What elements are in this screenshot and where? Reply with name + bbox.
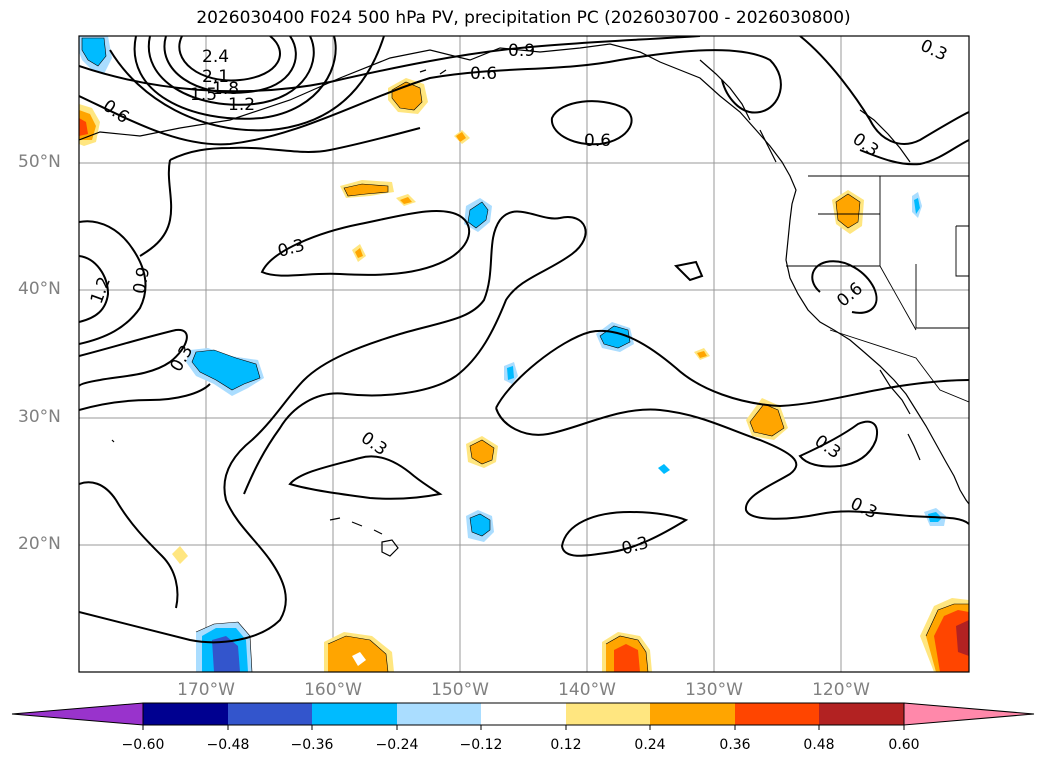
colorbar-segment <box>312 703 397 725</box>
contour-label: 0.3 <box>917 36 950 66</box>
grid-lines <box>79 36 969 672</box>
colorbar-tick-label: −0.12 <box>459 737 503 753</box>
lon-label-160w: 160°W <box>304 680 362 700</box>
contour-label: 0.6 <box>833 279 867 312</box>
colorbar-tick-label: 0.24 <box>634 737 666 753</box>
contour-label: 0.9 <box>508 41 535 61</box>
contour-label: 2.4 <box>202 47 229 67</box>
contour-label: 1.2 <box>87 274 115 306</box>
pv-contours <box>79 36 969 644</box>
lon-label-140w: 140°W <box>558 680 616 700</box>
lon-label-130w: 130°W <box>685 680 743 700</box>
plot-frame <box>78 35 970 673</box>
colorbar <box>11 702 1035 730</box>
negative-precip-blobs <box>79 36 946 672</box>
contour-label: 0.3 <box>276 235 307 261</box>
contour-label: 0.9 <box>130 265 154 295</box>
contour-label: 0.3 <box>357 428 391 460</box>
lat-label-30n: 30°N <box>18 407 61 427</box>
colorbar-tick-label: 0.36 <box>719 737 751 753</box>
colorbar-segment <box>735 703 819 725</box>
colorbar-segment <box>566 703 650 725</box>
colorbar-segment <box>650 703 735 725</box>
lon-label-120w: 120°W <box>812 680 870 700</box>
colorbar-segment <box>143 703 228 725</box>
colorbar-segment <box>481 703 566 725</box>
contour-label: 2.1 <box>202 67 229 87</box>
precip-shading <box>79 36 969 672</box>
colorbar-tick-label: −0.48 <box>206 737 250 753</box>
contour-label: 1.2 <box>228 95 255 115</box>
lat-label-50n: 50°N <box>18 152 61 172</box>
colorbar-segment <box>228 703 312 725</box>
colorbar-extend-high <box>903 702 1035 726</box>
lat-label-20n: 20°N <box>18 534 61 554</box>
contour-label: 1.8 <box>212 79 239 99</box>
contour-label: 0.6 <box>584 131 611 151</box>
contour-label: 0.3 <box>847 494 880 524</box>
colorbar-segment <box>397 703 481 725</box>
lat-label-40n: 40°N <box>18 279 61 299</box>
colorbar-tick-label: −0.60 <box>121 737 165 753</box>
map-title: 2026030400 F024 500 hPa PV, precipitatio… <box>196 8 851 28</box>
contour-label: 0.3 <box>619 533 650 559</box>
colorbar-tick-label: 0.12 <box>550 737 582 753</box>
political-borders <box>786 175 969 403</box>
contour-label: 0.6 <box>99 96 133 128</box>
colorbar-tick-label: −0.36 <box>290 737 334 753</box>
lon-label-170w: 170°W <box>177 680 235 700</box>
colorbar-extend-low <box>11 702 144 726</box>
colorbar-tick-label: 0.48 <box>803 737 835 753</box>
colorbar-tick-label: 0.60 <box>888 737 920 753</box>
contour-label: 1.5 <box>190 85 217 105</box>
lon-label-150w: 150°W <box>431 680 489 700</box>
colorbar-tick-label: −0.24 <box>375 737 419 753</box>
colorbar-segment <box>819 703 904 725</box>
contour-labels: 2.4 2.1 1.8 1.5 1.2 0.9 0.6 0.6 0.6 0.3 … <box>87 36 950 559</box>
contour-label: 0.6 <box>470 64 497 84</box>
